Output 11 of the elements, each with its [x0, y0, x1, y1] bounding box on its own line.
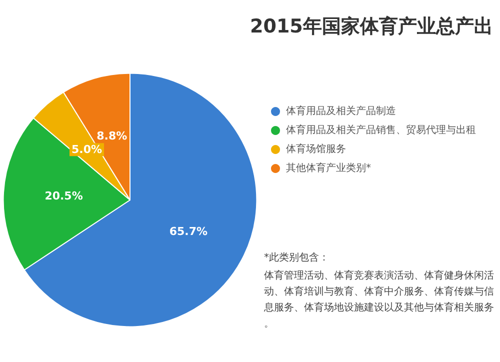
legend-label: 其他体育产业类别* [286, 162, 371, 174]
legend-label: 体育用品及相关产品销售、贸易代理与出租 [286, 124, 476, 136]
data-label: 20.5% [44, 190, 83, 203]
text: 体育管理活动、体育竞赛表演活动、体育健身休闲活动、体育培训与教育、体育中介服务、体育传媒与信息服务、体育场地设施建设以及其他与体育相关服务。 [263, 270, 494, 330]
data-label: 65.7% [169, 224, 208, 238]
text: *此类别包含： [264, 252, 329, 264]
chart-title: 2015年国家体育产业总产出 [250, 16, 493, 38]
data-label: 5.0% [71, 143, 102, 156]
legend-label: 体育场馆服务 [286, 143, 346, 155]
legend-label: 体育用品及相关产品制造 [286, 105, 396, 117]
data-label: 8.8% [96, 130, 128, 143]
